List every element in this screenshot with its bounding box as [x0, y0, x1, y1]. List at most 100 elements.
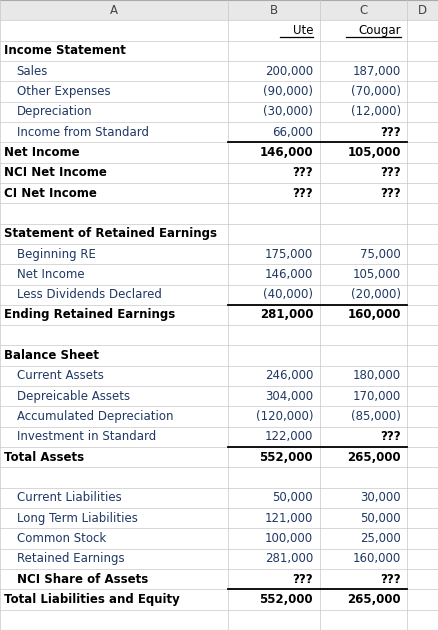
Bar — [0, 264, 228, 285]
Bar — [0, 488, 228, 508]
Bar — [0, 244, 228, 264]
Bar — [0, 610, 228, 630]
Bar — [228, 142, 320, 163]
Bar — [320, 345, 407, 366]
Text: 552,000: 552,000 — [260, 593, 313, 606]
Bar — [228, 244, 320, 264]
Text: 160,000: 160,000 — [347, 309, 401, 321]
Bar — [0, 325, 228, 345]
Text: Current Assets: Current Assets — [17, 369, 103, 382]
Bar — [228, 0, 320, 20]
Bar — [0, 163, 228, 183]
Text: 180,000: 180,000 — [353, 369, 401, 382]
Text: Depreicable Assets: Depreicable Assets — [17, 390, 130, 403]
Text: NCI Share of Assets: NCI Share of Assets — [17, 573, 148, 586]
Bar — [228, 163, 320, 183]
Bar — [320, 41, 407, 61]
Text: Common Stock: Common Stock — [17, 532, 106, 545]
Bar — [228, 325, 320, 345]
Bar — [0, 447, 228, 467]
Text: 146,000: 146,000 — [260, 146, 313, 159]
Text: Total Assets: Total Assets — [4, 450, 84, 464]
Bar — [320, 264, 407, 285]
Bar — [0, 406, 228, 427]
Bar — [320, 163, 407, 183]
Bar — [228, 285, 320, 305]
Bar — [0, 569, 228, 589]
Bar — [0, 203, 228, 224]
Bar — [228, 427, 320, 447]
Bar — [228, 81, 320, 101]
Bar — [228, 529, 320, 549]
Bar — [407, 163, 438, 183]
Bar — [228, 610, 320, 630]
Bar — [320, 122, 407, 142]
Text: Less Dividends Declared: Less Dividends Declared — [17, 288, 162, 301]
Text: Ute: Ute — [293, 24, 313, 37]
Bar — [407, 183, 438, 203]
Text: ???: ??? — [293, 573, 313, 586]
Text: 246,000: 246,000 — [265, 369, 313, 382]
Bar — [0, 508, 228, 529]
Text: ???: ??? — [293, 186, 313, 200]
Text: 175,000: 175,000 — [265, 248, 313, 261]
Text: NCI Net Income: NCI Net Income — [4, 166, 106, 180]
Bar — [320, 142, 407, 163]
Text: Accumulated Depreciation: Accumulated Depreciation — [17, 410, 173, 423]
Text: 146,000: 146,000 — [265, 268, 313, 281]
Text: 100,000: 100,000 — [265, 532, 313, 545]
Text: 66,000: 66,000 — [272, 125, 313, 139]
Text: ???: ??? — [380, 125, 401, 139]
Bar — [228, 589, 320, 610]
Text: 265,000: 265,000 — [347, 450, 401, 464]
Text: 75,000: 75,000 — [360, 248, 401, 261]
Text: ???: ??? — [293, 166, 313, 180]
Bar — [228, 20, 320, 41]
Bar — [0, 142, 228, 163]
Bar — [407, 325, 438, 345]
Bar — [407, 122, 438, 142]
Text: A: A — [110, 4, 118, 16]
Text: 121,000: 121,000 — [265, 512, 313, 525]
Bar — [407, 549, 438, 569]
Bar — [228, 467, 320, 488]
Bar — [228, 345, 320, 366]
Bar — [0, 285, 228, 305]
Bar — [228, 122, 320, 142]
Bar — [407, 589, 438, 610]
Text: Total Liabilities and Equity: Total Liabilities and Equity — [4, 593, 179, 606]
Bar — [228, 549, 320, 569]
Text: Net Income: Net Income — [4, 146, 79, 159]
Bar — [228, 406, 320, 427]
Text: 160,000: 160,000 — [353, 553, 401, 565]
Bar — [407, 467, 438, 488]
Bar — [407, 224, 438, 244]
Bar — [320, 508, 407, 529]
Text: 30,000: 30,000 — [360, 491, 401, 505]
Bar — [320, 203, 407, 224]
Text: ???: ??? — [380, 430, 401, 444]
Text: 281,000: 281,000 — [265, 553, 313, 565]
Bar — [320, 549, 407, 569]
Text: Income Statement: Income Statement — [4, 44, 125, 57]
Bar — [320, 325, 407, 345]
Bar — [0, 183, 228, 203]
Bar — [0, 345, 228, 366]
Bar — [320, 589, 407, 610]
Bar — [320, 488, 407, 508]
Text: Ending Retained Earnings: Ending Retained Earnings — [4, 309, 175, 321]
Text: Current Liabilities: Current Liabilities — [17, 491, 121, 505]
Bar — [320, 305, 407, 325]
Bar — [407, 569, 438, 589]
Text: (40,000): (40,000) — [263, 288, 313, 301]
Bar — [0, 386, 228, 406]
Bar — [407, 305, 438, 325]
Text: D: D — [418, 4, 427, 16]
Bar — [320, 386, 407, 406]
Bar — [407, 386, 438, 406]
Bar — [407, 41, 438, 61]
Bar — [407, 101, 438, 122]
Text: C: C — [360, 4, 367, 16]
Text: Cougar: Cougar — [358, 24, 401, 37]
Bar — [407, 285, 438, 305]
